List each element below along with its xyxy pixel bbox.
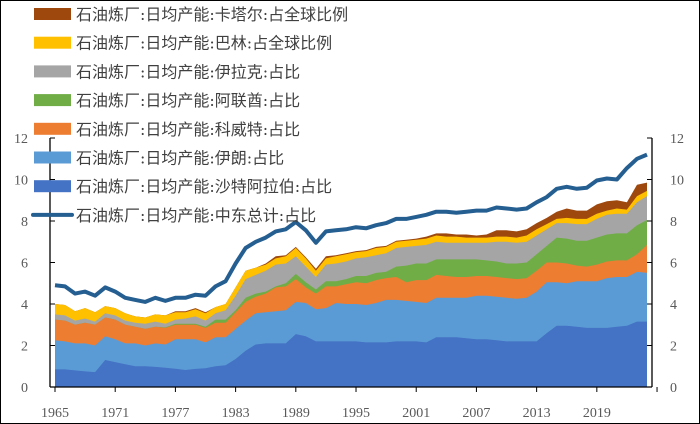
y-tick-label-left: 2 bbox=[21, 340, 28, 355]
x-tick-label: 2013 bbox=[523, 406, 551, 421]
legend-swatch bbox=[34, 94, 71, 107]
y-tick-label-right: 8 bbox=[670, 215, 677, 230]
legend-label: 石油炼厂:日均产能:阿联酋:占比 bbox=[76, 91, 300, 110]
legend-label: 石油炼厂:日均产能:伊朗:占比 bbox=[76, 149, 284, 168]
x-tick-label: 1983 bbox=[222, 406, 250, 421]
legend-item: 石油炼厂:日均产能:沙特阿拉伯:占比 bbox=[34, 177, 332, 196]
legend-item: 石油炼厂:日均产能:科威特:占比 bbox=[34, 120, 300, 139]
area-series bbox=[55, 182, 647, 387]
axes: 0 2 4 6 8 10 12 0 2 4 6 8 10 12 1965 1971 1977 1983 1989 19… bbox=[14, 132, 684, 421]
legend-label: 石油炼厂:日均产能:沙特阿拉伯:占比 bbox=[76, 177, 332, 196]
legend-label: 石油炼厂:日均产能:巴林:占全球比例 bbox=[76, 34, 332, 53]
y-tick-label-right: 2 bbox=[670, 340, 677, 355]
y-tick-label-right: 4 bbox=[670, 298, 677, 313]
legend-swatch bbox=[34, 8, 71, 20]
y-tick-label-right: 10 bbox=[670, 174, 684, 189]
legend-label: 石油炼厂:日均产能:中东总计:占比 bbox=[76, 206, 316, 225]
x-tick-label: 2019 bbox=[583, 406, 611, 421]
legend-swatch bbox=[34, 122, 71, 135]
y-tick-label-right: 0 bbox=[670, 381, 677, 396]
legend-label: 石油炼厂:日均产能:伊拉克:占比 bbox=[76, 62, 300, 81]
legend: 石油炼厂:日均产能:卡塔尔:占全球比例石油炼厂:日均产能:巴林:占全球比例石油炼… bbox=[31, 5, 348, 225]
x-tick-label: 1989 bbox=[282, 406, 310, 421]
legend-swatch bbox=[34, 151, 71, 164]
total-line-series bbox=[54, 152, 648, 304]
y-tick-label-left: 12 bbox=[14, 132, 28, 147]
y-tick-label-left: 10 bbox=[14, 174, 28, 189]
total-line bbox=[54, 152, 648, 304]
y-tick-label-left: 0 bbox=[21, 381, 28, 396]
area-6 bbox=[55, 321, 647, 387]
legend-item: 石油炼厂:日均产能:巴林:占全球比例 bbox=[34, 34, 332, 53]
legend-swatch bbox=[34, 36, 71, 49]
legend-label: 石油炼厂:日均产能:卡塔尔:占全球比例 bbox=[76, 5, 348, 24]
x-tick-label: 1995 bbox=[342, 406, 370, 421]
y-tick-label-right: 12 bbox=[670, 132, 684, 147]
x-tick-label: 2001 bbox=[402, 406, 430, 421]
x-tick-label: 1965 bbox=[41, 406, 69, 421]
y-tick-label-left: 8 bbox=[21, 215, 28, 230]
legend-item: 石油炼厂:日均产能:阿联酋:占比 bbox=[34, 91, 300, 110]
y-tick-label-right: 6 bbox=[670, 257, 677, 272]
legend-swatch bbox=[34, 65, 71, 78]
x-tick-label: 1971 bbox=[101, 406, 129, 421]
legend-item: 石油炼厂:日均产能:伊朗:占比 bbox=[34, 149, 284, 168]
legend-item: 石油炼厂:日均产能:卡塔尔:占全球比例 bbox=[34, 5, 348, 24]
x-tick-label: 2007 bbox=[462, 406, 490, 421]
legend-item: 石油炼厂:日均产能:中东总计:占比 bbox=[31, 206, 316, 225]
legend-label: 石油炼厂:日均产能:科威特:占比 bbox=[76, 120, 300, 139]
legend-item: 石油炼厂:日均产能:伊拉克:占比 bbox=[34, 62, 300, 81]
y-tick-label-left: 4 bbox=[21, 298, 28, 313]
y-tick-label-left: 6 bbox=[21, 257, 28, 272]
x-tick-label: 1977 bbox=[161, 406, 189, 421]
legend-swatch bbox=[34, 180, 71, 193]
